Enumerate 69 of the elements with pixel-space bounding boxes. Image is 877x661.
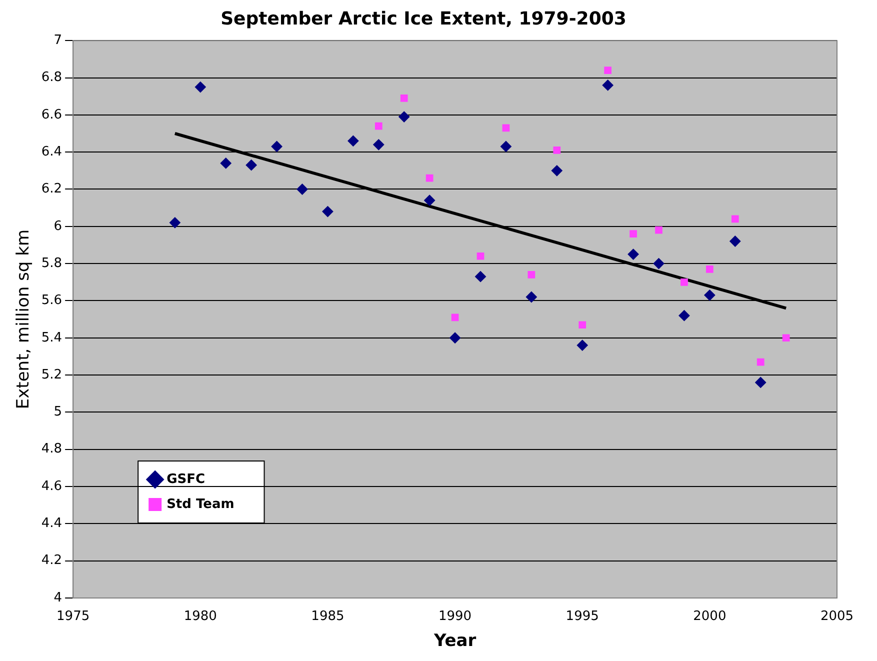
point: [553, 146, 561, 154]
point: [296, 184, 308, 195]
point: [628, 248, 639, 260]
point: [424, 194, 436, 206]
y-tick-label: 6.6: [41, 107, 62, 122]
y-tick-label: 5: [54, 404, 62, 420]
point: [373, 139, 384, 150]
point: [475, 271, 486, 282]
point: [755, 376, 766, 388]
point: [348, 135, 359, 146]
point: [398, 111, 410, 122]
point: [680, 278, 688, 286]
point: [526, 292, 537, 303]
point: [220, 158, 232, 169]
point: [500, 141, 512, 152]
point: [426, 174, 434, 182]
x-axis-title: Year: [432, 631, 477, 652]
legend-label: GSFC: [166, 472, 206, 487]
point: [502, 124, 510, 132]
y-tick-label: 6.8: [41, 70, 62, 86]
x-tick-label: 1985: [311, 609, 344, 624]
y-tick-label: 4: [54, 590, 62, 606]
point: [756, 358, 764, 366]
point: [551, 165, 562, 176]
x-tick-label: 1990: [438, 609, 472, 624]
chart-title: September Arctic Ice Extent, 1979-2003: [220, 8, 626, 30]
y-tick-label: 4.2: [41, 553, 62, 568]
point: [630, 230, 637, 238]
y-axis-title: Extent, million sq km: [14, 229, 34, 410]
y-tick-label: 4.4: [41, 516, 62, 532]
y-tick-label: 6.2: [41, 182, 62, 197]
point: [451, 314, 459, 322]
point: [194, 82, 206, 93]
y-tick-label: 5.2: [41, 367, 62, 382]
point: [578, 321, 586, 329]
y-tick-label: 6: [54, 218, 62, 234]
point: [169, 217, 180, 228]
point: [528, 271, 536, 278]
legend-label: Std Team: [166, 496, 234, 512]
point: [704, 290, 716, 301]
y-tick-label: 4.6: [41, 478, 62, 494]
point: [604, 66, 612, 74]
point: [246, 160, 257, 171]
point: [678, 310, 690, 322]
y-tick-label: 5.8: [41, 256, 62, 271]
point: [706, 265, 714, 273]
point: [322, 206, 334, 218]
x-tick-label: 1980: [184, 609, 217, 624]
y-tick-label: 7: [54, 32, 62, 48]
point: [400, 94, 408, 102]
x-tick-label: 1975: [56, 609, 90, 624]
x-tick-label: 2000: [693, 609, 726, 624]
x-tick-label: 2005: [820, 609, 854, 624]
y-tick-label: 6.4: [41, 144, 62, 160]
point: [476, 252, 484, 260]
point: [730, 236, 741, 247]
y-tick-label: 5.6: [41, 293, 62, 308]
point: [655, 226, 662, 234]
y-tick-label: 4.8: [41, 442, 62, 457]
x-tick-label: 1995: [566, 609, 599, 624]
point: [271, 141, 282, 152]
point: [374, 122, 382, 130]
point: [731, 215, 739, 223]
point: [450, 332, 461, 344]
point: [782, 334, 790, 342]
point: [653, 258, 664, 270]
point: [576, 340, 588, 351]
y-tick-label: 5.4: [41, 330, 62, 346]
point: [602, 80, 614, 91]
